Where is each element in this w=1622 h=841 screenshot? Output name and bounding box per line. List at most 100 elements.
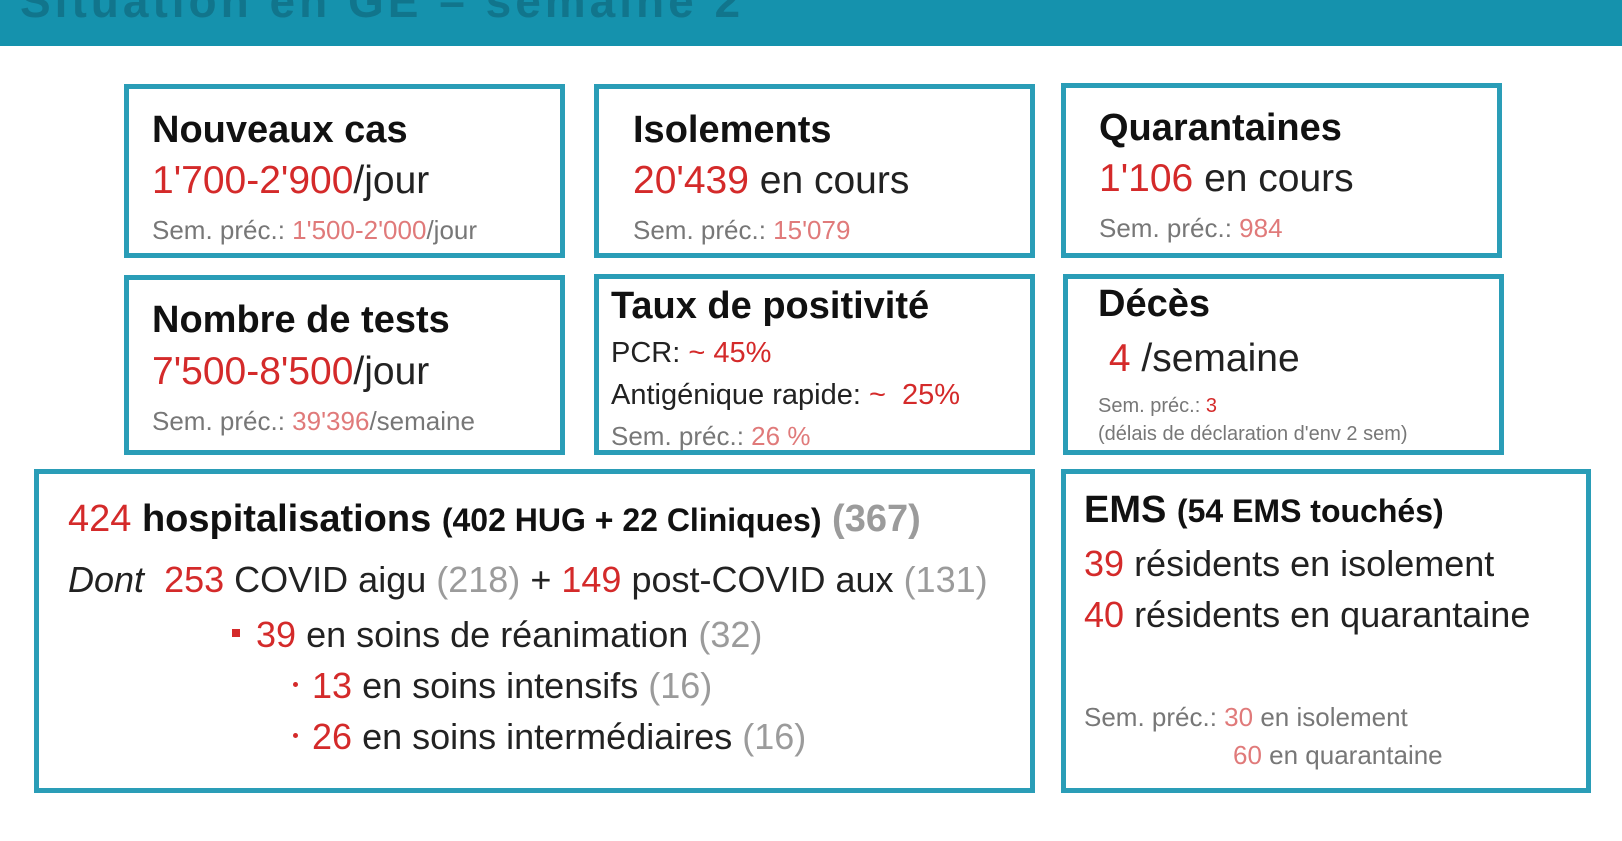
prev-value: 1'500-2'000 — [292, 215, 427, 245]
prev-value: 3 — [1205, 395, 1217, 417]
prev-quar-value: 60 — [1233, 740, 1262, 770]
card-previous: Sem. préc.: 3 — [1098, 395, 1217, 418]
ems-subtitle: (54 EMS touchés) — [1176, 493, 1444, 529]
hosp-dont-line: Dont 253 COVID aigu (218) + 149 post-COV… — [68, 559, 988, 601]
hosp-detail: (402 HUG + 22 Cliniques) — [441, 502, 822, 538]
rea-line: 39 en soins de réanimation (32) — [232, 614, 762, 656]
card-previous: Sem. préc.: 39'396/semaine — [152, 406, 475, 437]
sint-label: en soins intermédiaires — [362, 716, 733, 757]
card-quarantaines: Quarantaines 1'106 en cours Sem. préc.: … — [1061, 83, 1502, 258]
card-value: 7'500-8'500 — [152, 350, 354, 393]
dot-bullet-icon — [293, 681, 298, 687]
ems-iso-value: 39 — [1084, 543, 1125, 584]
rea-label: en soins de réanimation — [306, 614, 689, 655]
card-unit: /semaine — [1141, 337, 1300, 380]
rea-prev: (32) — [698, 614, 763, 655]
antigen-label: Antigénique rapide: — [611, 379, 861, 411]
card-value-line: 1'700-2'900/jour — [152, 159, 429, 203]
aigu-label: COVID aigu — [234, 559, 427, 600]
sint-value: 26 — [312, 716, 353, 757]
card-title: Décès — [1098, 283, 1210, 325]
dont-label: Dont — [68, 559, 145, 600]
card-positivite: Taux de positivité PCR: ~ 45% Antigéniqu… — [594, 274, 1035, 455]
post-value: 149 — [561, 559, 622, 600]
card-value-line: 7'500-8'500/jour — [152, 350, 429, 394]
prev-value: 39'396 — [292, 406, 370, 436]
prev-iso-label: en isolement — [1260, 702, 1408, 732]
plus-sign: + — [530, 559, 552, 600]
card-note: (délais de déclaration d'env 2 sem) — [1098, 423, 1408, 445]
aigu-value: 253 — [164, 559, 225, 600]
ems-iso-label: résidents en isolement — [1134, 543, 1495, 584]
card-previous: Sem. préc.: 1'500-2'000/jour — [152, 215, 477, 246]
card-unit: /jour — [353, 350, 430, 393]
prev-label: Sem. préc.: — [152, 406, 285, 436]
card-tests: Nombre de tests 7'500-8'500/jour Sem. pr… — [124, 275, 565, 455]
header-bar: Situation en GE – semaine 2 — [0, 0, 1622, 46]
card-title: Quarantaines — [1099, 107, 1342, 149]
prev-value: 26 % — [751, 421, 811, 451]
card-value: 1'700-2'900 — [152, 159, 354, 202]
card-previous: Sem. préc.: 984 — [1099, 213, 1283, 244]
prev-value: 15'079 — [773, 215, 851, 245]
card-title: Nouveaux cas — [152, 109, 408, 151]
ems-quar-value: 40 — [1084, 594, 1125, 635]
prev-quar-label: en quarantaine — [1269, 740, 1443, 770]
ems-prev-quar-line: 60 en quarantaine — [1233, 740, 1443, 771]
card-nouveaux-cas: Nouveaux cas 1'700-2'900/jour Sem. préc.… — [124, 84, 565, 258]
ems-quar-line: 40 résidents en quarantaine — [1084, 594, 1530, 636]
card-title: Taux de positivité — [611, 285, 930, 327]
card-unit: en cours — [1204, 157, 1354, 200]
card-deces: Décès 4 /semaine Sem. préc.: 3 (délais d… — [1063, 274, 1504, 455]
prev-label: Sem. préc.: — [1099, 213, 1232, 243]
ems-title-line: EMS (54 EMS touchés) — [1084, 489, 1444, 532]
prev-iso-value: 30 — [1224, 702, 1254, 732]
card-value: 20'439 — [633, 159, 749, 202]
hosp-label: hospitalisations — [141, 498, 432, 540]
prev-value: 984 — [1239, 213, 1283, 243]
card-hospitalisations: 424 hospitalisations (402 HUG + 22 Clini… — [34, 469, 1035, 793]
ems-prev-iso-line: Sem. préc.: 30 en isolement — [1084, 702, 1408, 733]
ems-title: EMS — [1084, 489, 1167, 531]
dot-bullet-icon — [293, 732, 298, 738]
prev-label: Sem. préc.: — [633, 215, 766, 245]
ems-iso-line: 39 résidents en isolement — [1084, 543, 1494, 585]
post-label: post-COVID aux — [631, 559, 894, 600]
prev-label: Sem. préc.: — [152, 215, 285, 245]
si-prev: (16) — [648, 665, 713, 706]
card-value-line: 1'106 en cours — [1099, 157, 1354, 201]
prev-label: Sem. préc.: — [611, 421, 744, 451]
prev-label: Sem. préc.: — [1084, 702, 1217, 732]
pcr-line: PCR: ~ 45% — [611, 337, 771, 370]
card-isolements: Isolements 20'439 en cours Sem. préc.: 1… — [594, 84, 1035, 258]
slide-title: Situation en GE – semaine 2 — [20, 0, 745, 27]
card-previous: Sem. préc.: 15'079 — [633, 215, 850, 246]
si-label: en soins intensifs — [362, 665, 639, 706]
rea-value: 39 — [256, 614, 297, 655]
card-previous: Sem. préc.: 26 % — [611, 421, 810, 452]
aigu-prev: (218) — [436, 559, 521, 600]
sint-prev: (16) — [742, 716, 807, 757]
card-value-line: 4 /semaine — [1098, 337, 1300, 381]
post-prev: (131) — [903, 559, 988, 600]
antigen-value: ~ 25% — [868, 379, 961, 411]
ems-quar-label: résidents en quarantaine — [1134, 594, 1531, 635]
pcr-label: PCR: — [611, 337, 681, 369]
si-line: 13 en soins intensifs (16) — [293, 665, 712, 707]
card-unit: /jour — [353, 159, 430, 202]
hosp-prev: (367) — [832, 498, 921, 540]
sint-line: 26 en soins intermédiaires (16) — [293, 716, 806, 758]
prev-unit: /semaine — [369, 406, 475, 436]
card-unit: en cours — [759, 159, 910, 202]
prev-label: Sem. préc.: — [1098, 395, 1201, 417]
card-value-line: 20'439 en cours — [633, 159, 909, 203]
antigen-line: Antigénique rapide: ~ 25% — [611, 379, 960, 412]
card-value: 1'106 — [1099, 157, 1194, 200]
card-ems: EMS (54 EMS touchés) 39 résidents en iso… — [1061, 469, 1591, 793]
hosp-total: 424 — [68, 498, 132, 540]
prev-unit: /jour — [426, 215, 478, 245]
hosp-title-line: 424 hospitalisations (402 HUG + 22 Clini… — [68, 498, 921, 541]
pcr-value: ~ 45% — [688, 337, 772, 369]
card-value: 4 — [1108, 337, 1131, 380]
si-value: 13 — [312, 665, 353, 706]
